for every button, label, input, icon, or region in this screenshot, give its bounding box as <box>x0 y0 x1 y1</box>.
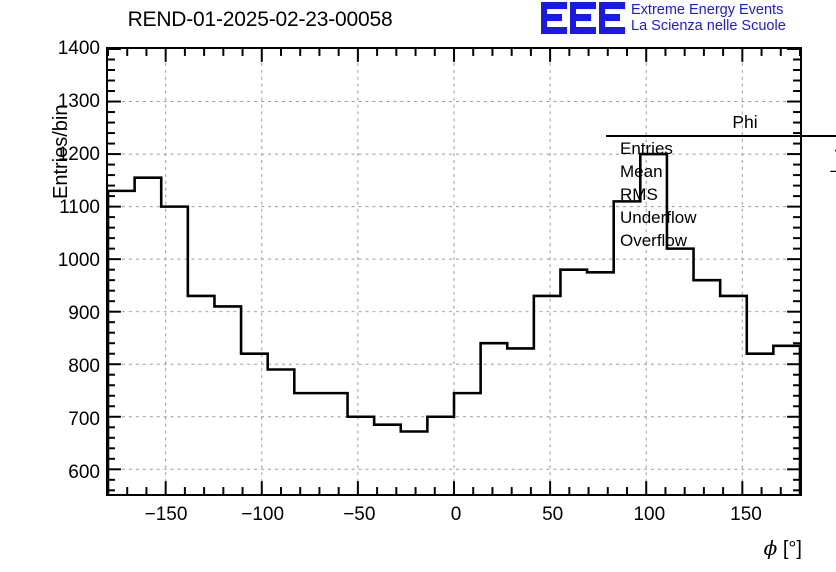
y-tick-label: 600 <box>68 462 100 484</box>
x-tick-label: −150 <box>144 504 188 525</box>
stats-key: Mean <box>620 161 663 181</box>
y-tick-label: 800 <box>68 356 100 378</box>
y-tick-labels: 600 700 800 900 1000 1100 1200 1300 1400 <box>58 39 800 494</box>
eee-logo: Extreme Energy Events La Scienza nelle S… <box>541 2 786 34</box>
stats-row: Mean −1.952 <box>606 160 836 183</box>
x-tick-label: 50 <box>542 504 564 525</box>
logo-line-2: La Scienza nelle Scuole <box>631 17 786 34</box>
stats-row: Entries 41889 <box>606 137 836 160</box>
y-tick-label: 900 <box>68 303 100 325</box>
stats-key: Entries <box>620 138 673 158</box>
y-tick-label: 1100 <box>59 197 100 219</box>
page-title: REND-01-2025-02-23-00058 <box>127 8 393 31</box>
stats-title: Phi <box>606 112 836 137</box>
stats-value: 41889 <box>835 139 836 159</box>
x-tick-label: 100 <box>633 504 666 525</box>
phi-unit: [°] <box>782 538 802 560</box>
y-tick-label: 1300 <box>57 91 100 112</box>
logo-line-1: Extreme Energy Events <box>631 2 784 18</box>
x-tick-label: −50 <box>343 504 376 525</box>
stats-row: RMS107.3 <box>606 183 836 206</box>
stats-row: Overflow0 <box>606 229 836 252</box>
histogram-curve <box>108 152 800 494</box>
eee-mark-icon <box>541 2 625 34</box>
y-tick-label: 1000 <box>57 250 100 272</box>
y-tick-label: 700 <box>68 409 100 431</box>
stats-key: Overflow <box>620 230 688 250</box>
stats-value: −1.952 <box>829 161 836 181</box>
y-tick-label: 1200 <box>57 144 100 166</box>
x-tick-label: −100 <box>241 504 285 525</box>
stats-box: Phi Entries 41889 Mean −1.952 RMS107.3Underf… <box>606 112 836 252</box>
phi-symbol: ϕ <box>763 536 778 560</box>
plot-frame: 600 700 800 900 1000 1100 1200 1300 1400 −150 −10… <box>50 39 836 560</box>
y-axis-title: Entries/bin <box>50 104 72 200</box>
stats-key: Underflow <box>620 207 697 227</box>
stats-row: Underflow0 <box>606 206 836 229</box>
stats-rows: Entries 41889 Mean −1.952 RMS107.3Underflow0… <box>606 137 836 252</box>
x-tick-label: 0 <box>450 504 462 525</box>
x-tick-label: 150 <box>730 504 762 525</box>
x-axis-title: ϕ [°] <box>764 536 802 561</box>
y-tick-label: 1400 <box>57 38 100 59</box>
stats-key: RMS <box>620 184 658 204</box>
